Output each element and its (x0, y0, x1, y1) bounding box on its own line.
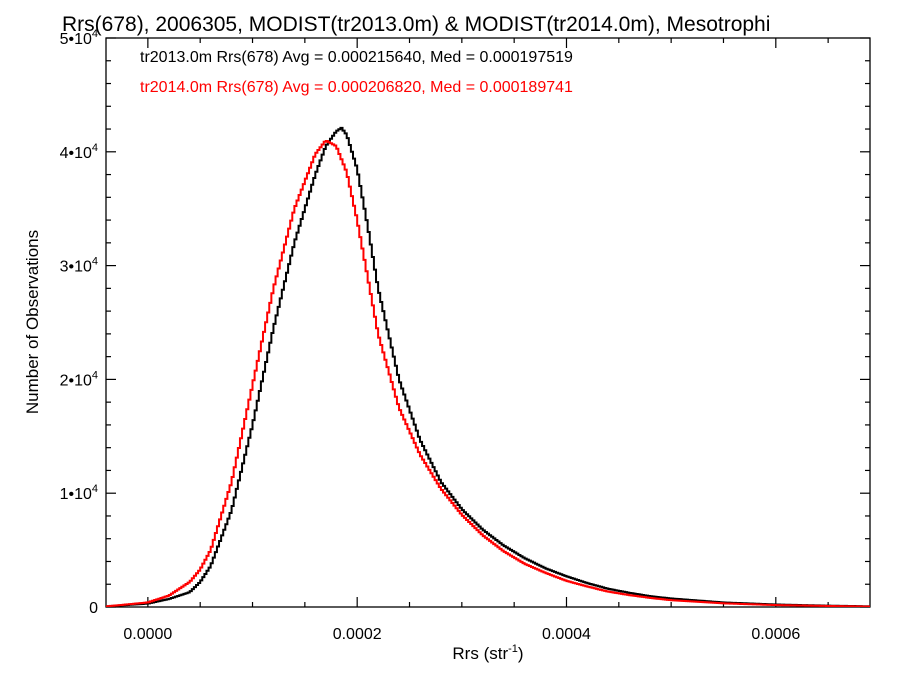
x-tick-label: 0.0000 (123, 626, 172, 643)
plot-frame (105, 37, 871, 608)
chart-title: Rrs(678), 2006305, MODIST(tr2013.0m) & M… (62, 13, 770, 36)
y-tick-label: 4•104 (60, 142, 98, 162)
y-tick-label: 2•104 (60, 369, 98, 389)
histogram-series-0 (106, 126, 870, 607)
y-tick-label: 0 (89, 600, 98, 617)
x-tick-label: 0.0006 (751, 626, 800, 643)
x-axis-label: Rrs (str-1) (452, 643, 523, 663)
x-tick-label: 0.0004 (542, 626, 591, 643)
series-group (106, 126, 870, 607)
y-tick-label: 3•104 (60, 256, 98, 276)
legend-annotation-red: tr2014.0m Rrs(678) Avg = 0.000206820, Me… (140, 79, 573, 96)
y-tick-label: 1•104 (60, 483, 98, 503)
y-axis-label: Number of Observations (23, 230, 42, 414)
legend-annotation-black: tr2013.0m Rrs(678) Avg = 0.000215640, Me… (140, 49, 573, 66)
y-axis: 0 1•104 2•104 3•104 4•104 5•104 (60, 28, 870, 617)
histogram-series-1 (106, 139, 870, 607)
x-axis: 0.0000 0.0002 0.0004 0.0006 (123, 38, 829, 643)
y-tick-label: 5•104 (60, 28, 98, 48)
x-tick-label: 0.0002 (333, 626, 382, 643)
